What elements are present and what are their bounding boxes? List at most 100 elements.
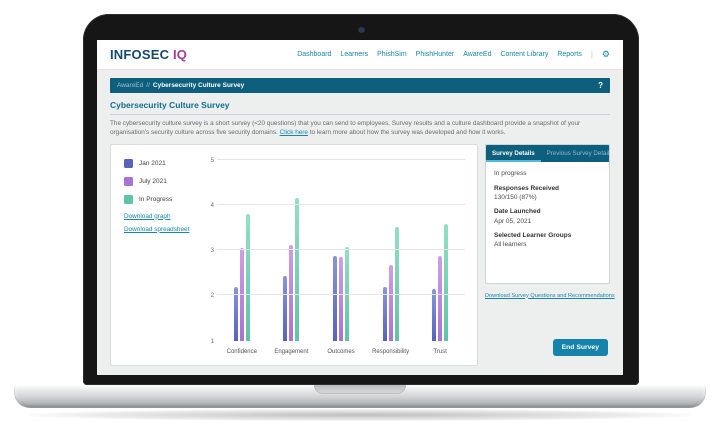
survey-details-card: Survey Details Previous Survey Details In… (485, 143, 610, 284)
field-label: Responses Received (494, 184, 560, 192)
help-icon[interactable]: ? (598, 81, 603, 90)
download-links: Download graph Download spreadsheet (124, 213, 189, 233)
nav-items: Dashboard Learners PhishSim PhishHunter Awar… (297, 51, 582, 58)
laptop-shadow (30, 409, 690, 421)
nav-item-phishhunter[interactable]: PhishHunter (415, 51, 455, 58)
bar-group-outcomes (316, 160, 366, 341)
gridline-2 (217, 294, 465, 296)
survey-chart-card: Jan 2021 July 2021 In Progress Download gr… (110, 143, 478, 366)
legend-item-in-progress[interactable]: In Progress (124, 194, 173, 204)
x-label-trust: Trust (433, 348, 447, 355)
field-value: Apr 05, 2021 (494, 217, 532, 225)
logo-primary: INFOSEC (110, 47, 170, 62)
bar-engagement-july-2021 (289, 244, 294, 341)
nav-item-awareed[interactable]: AwareEd (463, 51, 492, 58)
survey-status: In progress (494, 169, 527, 177)
gridline-4 (217, 203, 465, 205)
description-text-after: to learn more about how the survey was d… (308, 129, 506, 137)
survey-fields: Responses Received 130/150 (87%) Date Laun… (494, 185, 601, 249)
screen: INFOSEC IQ Dashboard Learners PhishSim Phis… (97, 40, 623, 375)
click-here-link[interactable]: Click here (279, 129, 308, 137)
download-survey-questions-link[interactable]: Download Survey Questions and Recommenda… (485, 292, 615, 299)
breadcrumb-separator: // (146, 82, 150, 89)
bar-confidence-jan-2021 (233, 287, 238, 341)
legend-item-jan-2021[interactable]: Jan 2021 (124, 158, 172, 168)
title-divider (110, 114, 610, 115)
nav-divider: | (590, 50, 593, 59)
bar-engagement-jan-2021 (283, 276, 288, 341)
gear-icon[interactable]: ⚙ (601, 49, 610, 59)
gridline-5 (217, 158, 465, 160)
y-tick-1: 1 (210, 338, 214, 345)
tab-survey-details[interactable]: Survey Details (486, 145, 541, 162)
bar-engagement-in-progress (295, 198, 300, 341)
description-text: The cybersecurity culture survey is a sh… (110, 120, 581, 137)
nav-item-reports[interactable]: Reports (557, 51, 582, 58)
x-label-outcomes: Outcomes (327, 348, 355, 355)
field-responses-received: Responses Received 130/150 (87%) (494, 185, 601, 202)
bar-trust-in-progress (444, 224, 449, 341)
bar-trust-july-2021 (438, 255, 443, 341)
breadcrumb-awareed-link[interactable]: AwareEd (117, 82, 144, 89)
laptop-base-notch (314, 385, 406, 394)
legend-label: July 2021 (139, 177, 167, 185)
bar-chart: 1 2 3 4 5 Confidence Engagement Outcomes Respon… (203, 155, 467, 357)
y-tick-3: 3 (210, 248, 214, 255)
bar-group-responsibility (366, 160, 416, 341)
legend-label: Jan 2021 (139, 159, 166, 167)
y-tick-5: 5 (210, 157, 214, 164)
top-nav: Dashboard Learners PhishSim PhishHunter Awar… (297, 49, 610, 60)
tab-previous-survey-details[interactable]: Previous Survey Details (546, 149, 610, 157)
survey-details-body: In progress Responses Received 130/150 (8… (486, 162, 609, 264)
bar-group-trust (415, 160, 465, 341)
laptop-base (14, 385, 706, 408)
bar-responsibility-in-progress (394, 227, 399, 341)
download-graph-link[interactable]: Download graph (124, 212, 171, 220)
field-value: All learners (494, 241, 527, 249)
page-body: AwareEd // Cybersecurity Culture Survey … (97, 70, 623, 375)
x-label-engagement: Engagement (274, 348, 309, 355)
legend-item-july-2021[interactable]: July 2021 (124, 176, 172, 186)
legend-swatch-in-progress (124, 194, 133, 204)
nav-item-dashboard[interactable]: Dashboard (297, 51, 332, 58)
breadcrumb: AwareEd // Cybersecurity Culture Survey … (110, 78, 610, 93)
x-label-confidence: Confidence (226, 348, 257, 355)
app-header: INFOSEC IQ Dashboard Learners PhishSim Phis… (97, 40, 623, 70)
field-selected-learner-groups: Selected Learner Groups All learners (494, 232, 601, 249)
bar-responsibility-jan-2021 (382, 287, 387, 341)
bar-group-confidence (217, 160, 267, 341)
logo-secondary: IQ (173, 47, 188, 62)
gridline-3 (217, 249, 465, 251)
legend-swatch-july-2021 (124, 176, 133, 186)
x-label-responsibility: Responsibility (372, 348, 410, 355)
y-tick-4: 4 (210, 202, 214, 209)
infoseciq-logo: INFOSEC IQ (110, 47, 187, 62)
bar-responsibility-july-2021 (388, 264, 393, 341)
end-survey-button[interactable]: End Survey (552, 338, 608, 356)
download-spreadsheet-link[interactable]: Download spreadsheet (124, 225, 190, 233)
bar-groups (217, 160, 465, 341)
x-axis-labels: Confidence Engagement Outcomes Responsibili… (217, 345, 465, 357)
bar-outcomes-july-2021 (338, 256, 343, 341)
laptop-camera (358, 26, 365, 33)
bar-group-engagement (267, 160, 317, 341)
nav-item-learners[interactable]: Learners (340, 51, 369, 58)
field-label: Date Launched (494, 208, 541, 216)
page-description: The cybersecurity culture survey is a sh… (110, 119, 610, 138)
chart-legend: Jan 2021 July 2021 In Progress (124, 158, 173, 213)
main-row: Jan 2021 July 2021 In Progress Download gr… (110, 143, 615, 366)
survey-details-column: Survey Details Previous Survey Details In… (485, 143, 615, 366)
nav-item-phishsim[interactable]: PhishSim (377, 51, 407, 58)
field-label: Selected Learner Groups (494, 231, 572, 239)
nav-item-content-library[interactable]: Content Library (500, 51, 549, 58)
bar-outcomes-in-progress (344, 247, 349, 341)
legend-swatch-jan-2021 (124, 158, 133, 168)
chart-plot: 1 2 3 4 5 (211, 158, 465, 345)
page-title: Cybersecurity Culture Survey (110, 100, 230, 110)
survey-details-tabs: Survey Details Previous Survey Details (486, 144, 610, 162)
legend-label: In Progress (139, 195, 173, 203)
field-value: 130/150 (87%) (494, 194, 537, 202)
bar-confidence-in-progress (245, 213, 250, 341)
field-date-launched: Date Launched Apr 05, 2021 (494, 208, 601, 225)
